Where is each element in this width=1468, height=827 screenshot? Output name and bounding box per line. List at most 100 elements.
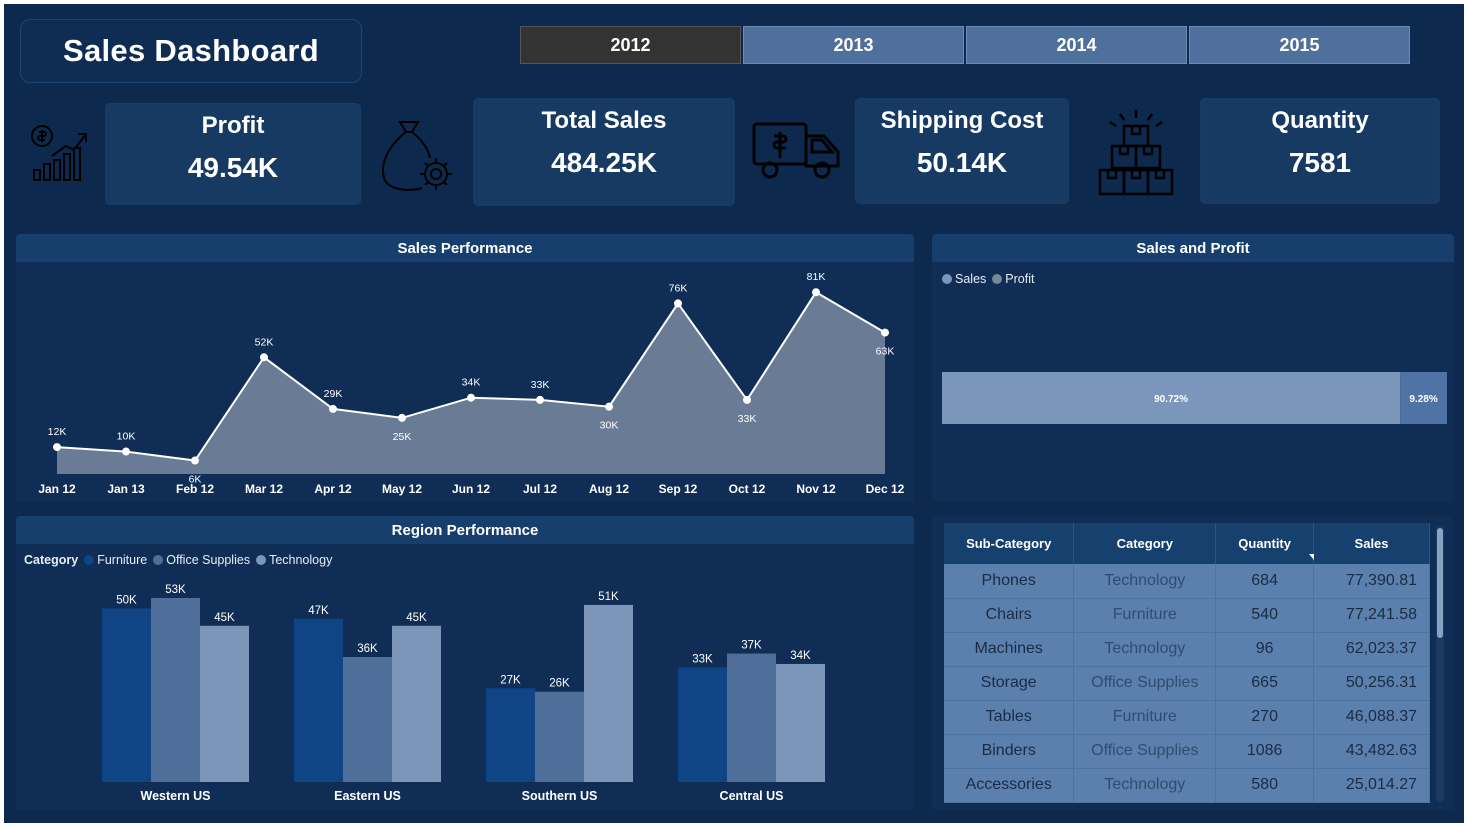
table-header-row: Sub-Category Category Quantity Sales [944,523,1430,564]
data-label: 30K [600,420,619,432]
sales-point[interactable] [536,395,544,404]
table-row[interactable]: Phones Technology 684 77,390.81 [944,564,1430,599]
table-row[interactable]: Binders Office Supplies 1086 43,482.63 [944,734,1430,769]
legend-item-profit[interactable]: Profit [992,272,1034,286]
bar-label: 26K [549,678,570,690]
data-label: 76K [669,282,688,294]
table-row[interactable]: Tables Furniture 270 46,088.37 [944,700,1430,735]
bar[interactable] [535,691,584,782]
legend-item-office-supplies[interactable]: Office Supplies [153,553,250,567]
sales-point[interactable] [467,393,475,402]
table-cell: Furniture [1073,700,1217,735]
legend-item-technology[interactable]: Technology [256,553,332,567]
kpi-shipping-label: Shipping Cost [880,107,1044,134]
stack-segment-profit[interactable] [1400,372,1447,424]
sales-point[interactable] [881,328,889,337]
year-button-2014[interactable]: 2014 [966,26,1187,64]
bar-label: 51K [598,591,619,603]
table-row[interactable]: Accessories Technology 580 25,014.27 [944,768,1430,803]
x-tick-label: Central US [720,789,784,803]
bar-label: 33K [692,653,713,665]
bar[interactable] [678,667,727,782]
sales-area [57,292,885,474]
col-header-category[interactable]: Category [1073,523,1217,564]
region-performance-title: Region Performance [16,516,914,544]
table-row[interactable]: Chairs Furniture 540 77,241.58 [944,598,1430,633]
year-button-2012[interactable]: 2012 [520,26,741,64]
sales-profit-legend: Sales Profit [942,272,1034,286]
stack-segment-sales[interactable] [942,372,1401,424]
sales-point[interactable] [743,395,751,404]
x-tick-label: Sep 12 [659,482,698,496]
sales-point[interactable] [260,353,268,362]
col-header-sales[interactable]: Sales [1313,523,1430,564]
data-label: 6K [189,474,202,486]
year-slicer: 2012 2013 2014 2015 [520,26,1410,64]
kpi-quantity-label: Quantity [1271,107,1369,134]
dashboard: Sales Dashboard 2012 2013 2014 2015 Prof… [4,4,1464,823]
sales-point[interactable] [674,299,682,308]
shipping-truck-icon [752,122,840,179]
sales-point[interactable] [605,402,613,411]
data-label: 33K [738,413,757,425]
sales-performance-title: Sales Performance [16,234,914,262]
table-cell: 684 [1215,564,1315,599]
bar[interactable] [343,657,392,782]
sales-point[interactable] [122,447,130,456]
money-bag-gear-icon [382,121,452,191]
bar[interactable] [102,608,151,782]
bar[interactable] [294,618,343,782]
table-cell: Furniture [1073,598,1217,633]
sales-point[interactable] [191,456,199,465]
legend-item-furniture[interactable]: Furniture [84,553,147,567]
legend-title: Category [24,553,79,567]
x-tick-label: Eastern US [334,789,401,803]
bar[interactable] [584,604,633,782]
table-cell: Technology [1073,632,1217,667]
table-cell: Chairs [944,598,1075,633]
year-button-2013[interactable]: 2013 [743,26,964,64]
table-scrollbar[interactable] [1436,526,1444,802]
table-cell: Office Supplies [1073,666,1217,701]
sales-point[interactable] [398,413,406,422]
x-tick-label: Feb 12 [176,482,214,496]
x-tick-label: Jan 13 [107,482,145,496]
col-header-subcategory[interactable]: Sub-Category [944,523,1075,564]
sales-profit-panel: Sales and Profit Sales Profit 90.72% 9.28… [932,234,1454,502]
bar[interactable] [727,653,776,782]
x-tick-label: Jan 12 [38,482,76,496]
table-row[interactable]: Storage Office Supplies 665 50,256.31 [944,666,1430,701]
table-row[interactable]: Machines Technology 96 62,023.37 [944,632,1430,667]
sales-point[interactable] [53,443,61,452]
table-cell: Binders [944,734,1075,769]
table-scrollbar-thumb[interactable] [1437,528,1443,638]
segment-label: 9.28% [1409,394,1437,405]
col-header-quantity[interactable]: Quantity [1215,523,1320,564]
legend-item-sales[interactable]: Sales [942,272,986,286]
page-title: Sales Dashboard [62,33,320,68]
table-cell: 50,256.31 [1313,666,1430,701]
kpi-sales-label: Total Sales [541,107,667,134]
table-cell: Phones [944,564,1075,599]
data-label: 81K [807,271,826,283]
kpi-profit-value: 49.54K [187,152,279,183]
table-cell: Storage [944,666,1075,701]
title-box: Sales Dashboard [20,19,362,83]
bar[interactable] [200,625,249,782]
bar[interactable] [151,598,200,782]
region-performance-panel: Region Performance Category Furniture Of… [16,516,914,810]
bar[interactable] [392,625,441,782]
table-cell: 1086 [1215,734,1315,769]
x-tick-label: Apr 12 [314,482,352,496]
sales-point[interactable] [812,288,820,297]
table-cell: 25,014.27 [1313,768,1430,803]
bar[interactable] [486,688,535,782]
sales-point[interactable] [329,404,337,413]
table-cell: 665 [1215,666,1315,701]
year-button-2015[interactable]: 2015 [1189,26,1410,64]
bar-label: 34K [790,650,811,662]
table-cell: 96 [1215,632,1315,667]
x-tick-label: Dec 12 [866,482,905,496]
bar[interactable] [776,663,825,782]
